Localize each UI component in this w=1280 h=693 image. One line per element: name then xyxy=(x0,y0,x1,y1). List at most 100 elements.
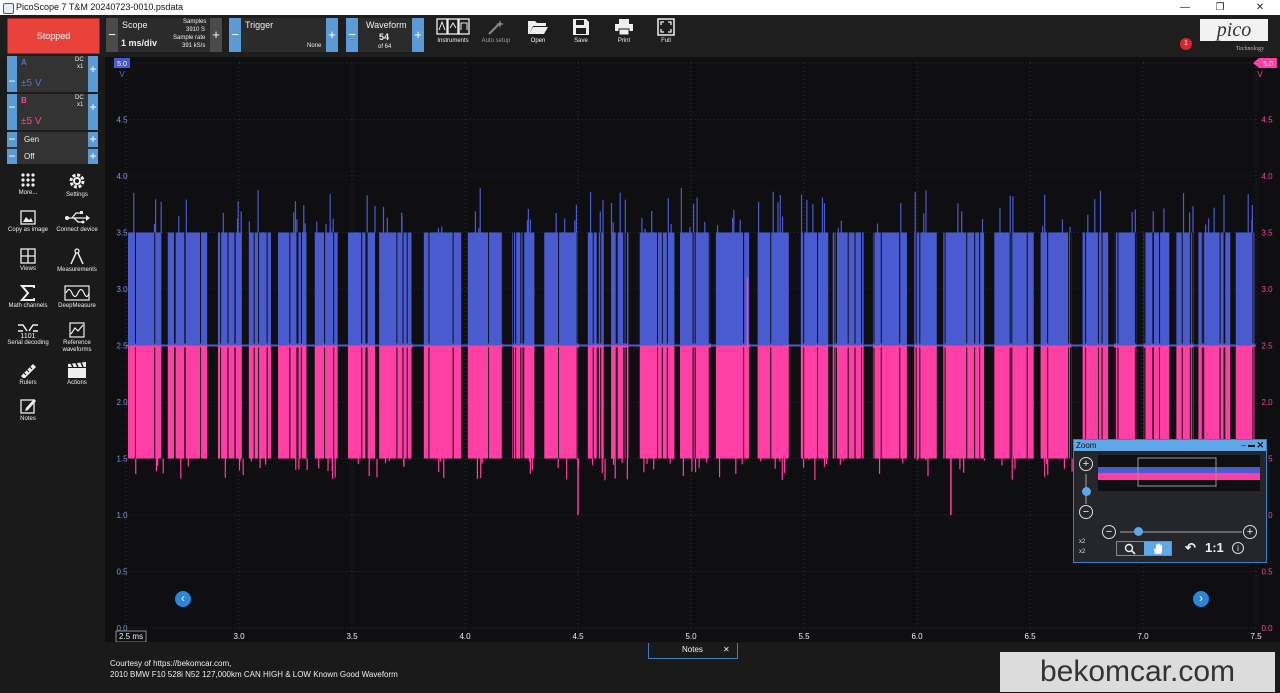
channel-b-bit-gap xyxy=(184,347,186,459)
minimize-button[interactable]: — xyxy=(1180,2,1190,13)
siggen-state-decrease-button[interactable]: − xyxy=(7,149,17,164)
channel-b-bit-gap xyxy=(174,347,176,459)
copy-as-image-button[interactable]: Copy as image xyxy=(3,210,53,234)
rulers-button[interactable]: Rulers xyxy=(3,362,53,387)
instruments-button[interactable]: Instruments xyxy=(433,18,473,44)
siggen-decrease-button[interactable]: − xyxy=(7,132,17,147)
open-button[interactable]: Open xyxy=(518,18,558,44)
zoom-maximize-icon[interactable]: ▬ xyxy=(1248,442,1255,449)
x-tick-label: 3.5 xyxy=(346,632,358,641)
more-button[interactable]: More... xyxy=(3,172,53,197)
trigger-decrease-button[interactable]: − xyxy=(229,18,241,52)
channel-b-bit-gap xyxy=(692,347,694,459)
trigger-group[interactable]: Trigger None xyxy=(241,18,326,52)
serial-decoding-button[interactable]: 1101 Serial decoding xyxy=(3,322,53,347)
vertical-zoom-thumb[interactable] xyxy=(1082,487,1091,496)
zoom-in-horizontal-button[interactable]: + xyxy=(1243,525,1257,539)
reference-waveforms-label: Reference waveforms xyxy=(62,340,92,353)
zoom-out-vertical-button[interactable]: − xyxy=(1079,505,1093,519)
run-stop-button[interactable]: Stopped xyxy=(7,18,100,54)
reference-waveforms-button[interactable]: Reference waveforms xyxy=(52,322,102,354)
channel-b-bit-gap xyxy=(835,347,837,459)
channel-a-letter: A xyxy=(21,58,27,67)
waveform-prev-button[interactable]: − xyxy=(346,18,358,52)
auto-setup-button[interactable]: Auto setup xyxy=(476,18,516,44)
views-label: Views xyxy=(20,266,36,272)
waveform-next-button[interactable]: + xyxy=(412,18,424,52)
channel-a-bit-gap xyxy=(488,232,490,344)
channel-a-bit-gap xyxy=(512,232,514,344)
timebase-increase-button[interactable]: + xyxy=(210,18,222,52)
info-icon[interactable]: i xyxy=(1232,542,1244,554)
channel-b-bit-gap xyxy=(174,347,176,459)
siggen-state-increase-button[interactable]: + xyxy=(88,149,98,164)
deepmeasure-button[interactable]: DeepMeasure xyxy=(52,285,102,310)
channel-b-burst xyxy=(217,345,242,459)
channel-a-bit-gap xyxy=(1189,232,1191,344)
siggen-increase-button[interactable]: + xyxy=(88,132,98,147)
zoom-overview-thumbnail[interactable] xyxy=(1098,455,1260,491)
channel-a-increase-button[interactable]: + xyxy=(88,56,98,92)
notification-badge[interactable]: 1 xyxy=(1180,38,1192,50)
channel-a-panel[interactable]: − A DC x1 ±5 V + xyxy=(7,56,98,92)
full-button[interactable]: Full xyxy=(646,18,686,44)
samples-value: 3910 S xyxy=(186,27,206,33)
channel-b-panel[interactable]: − B DC x1 ±5 V + xyxy=(7,94,98,130)
zoom-out-horizontal-button[interactable]: − xyxy=(1102,525,1116,539)
notes-tab-close-icon[interactable]: ✕ xyxy=(723,645,730,654)
channel-b-bit-gap xyxy=(154,347,156,459)
horizontal-zoom-thumb[interactable] xyxy=(1134,527,1143,536)
connect-device-button[interactable]: Connect device xyxy=(52,210,102,234)
channel-a-bit-gap xyxy=(1026,232,1028,344)
channel-b-burst xyxy=(800,345,829,459)
zoom-overview-window[interactable]: Zoom – ▬ ✕ + − − + x2 x2 ↶ 1:1 i xyxy=(1073,439,1267,563)
channel-b-decrease-button[interactable]: − xyxy=(7,94,17,130)
siggen-panel[interactable]: − Gen + − Off + xyxy=(7,132,98,164)
auto-setup-label: Auto setup xyxy=(481,38,511,44)
channel-a-bit-gap xyxy=(1203,232,1205,344)
views-button[interactable]: Views xyxy=(3,248,53,273)
settings-button[interactable]: Settings xyxy=(52,172,102,199)
channel-b-bit-gap xyxy=(488,347,490,459)
restore-button[interactable]: ❐ xyxy=(1215,2,1225,13)
next-waveform-arrow[interactable]: › xyxy=(1193,591,1209,607)
channel-b-burst xyxy=(314,345,338,459)
channel-a-burst xyxy=(1176,232,1194,346)
channel-b-offset-marker[interactable]: 5.0 xyxy=(1253,58,1277,68)
math-channels-button[interactable]: Math channels xyxy=(3,285,53,310)
zoom-header[interactable]: Zoom – ▬ ✕ xyxy=(1074,440,1266,451)
trigger-increase-button[interactable]: + xyxy=(326,18,338,52)
notes-tab[interactable]: Notes ✕ xyxy=(648,643,738,659)
waveform-group[interactable]: Waveform 54 of 64 xyxy=(358,18,412,52)
zoom-close-icon[interactable]: ✕ xyxy=(1256,440,1264,450)
zoom-magnifier-button[interactable] xyxy=(1117,542,1143,555)
waveform-label: Waveform xyxy=(366,20,407,30)
actions-button[interactable]: Actions xyxy=(52,362,102,387)
channel-a-decrease-button[interactable]: − xyxy=(7,56,17,92)
zoom-ratio[interactable]: 1:1 xyxy=(1205,540,1224,555)
svg-text:1101: 1101 xyxy=(20,333,35,338)
horizontal-zoom-track[interactable] xyxy=(1120,531,1242,533)
channel-a-burst xyxy=(587,232,604,346)
siggen-label: Gen xyxy=(24,135,40,144)
channel-b-increase-button[interactable]: + xyxy=(88,94,98,130)
zoom-minimize-icon[interactable]: – xyxy=(1241,441,1246,450)
previous-waveform-arrow[interactable]: ‹ xyxy=(175,591,191,607)
zoom-tool-group[interactable] xyxy=(1116,541,1172,556)
channel-a-offset-marker[interactable]: 5.0 xyxy=(114,58,130,68)
measurements-button[interactable]: Measurements xyxy=(52,248,102,274)
save-button[interactable]: Save xyxy=(561,18,601,44)
channel-a-burst xyxy=(423,232,462,346)
timebase-decrease-button[interactable]: − xyxy=(106,18,118,52)
channel-a-bit-gap xyxy=(694,232,696,344)
print-button[interactable]: Print xyxy=(604,18,644,44)
scope-group[interactable]: Scope 1 ms/div Samples 3910 S Sample rat… xyxy=(118,18,210,52)
channel-b-bit-gap xyxy=(296,347,298,459)
zoom-in-vertical-button[interactable]: + xyxy=(1079,457,1093,471)
channel-a-bit-gap xyxy=(788,232,790,344)
zoom-hand-button[interactable] xyxy=(1144,542,1171,555)
y-tick-label-left: 0.0 xyxy=(116,624,128,633)
notes-button[interactable]: Notes xyxy=(3,398,53,423)
zoom-undo-icon[interactable]: ↶ xyxy=(1185,540,1196,555)
close-button[interactable]: ✕ xyxy=(1255,2,1265,13)
